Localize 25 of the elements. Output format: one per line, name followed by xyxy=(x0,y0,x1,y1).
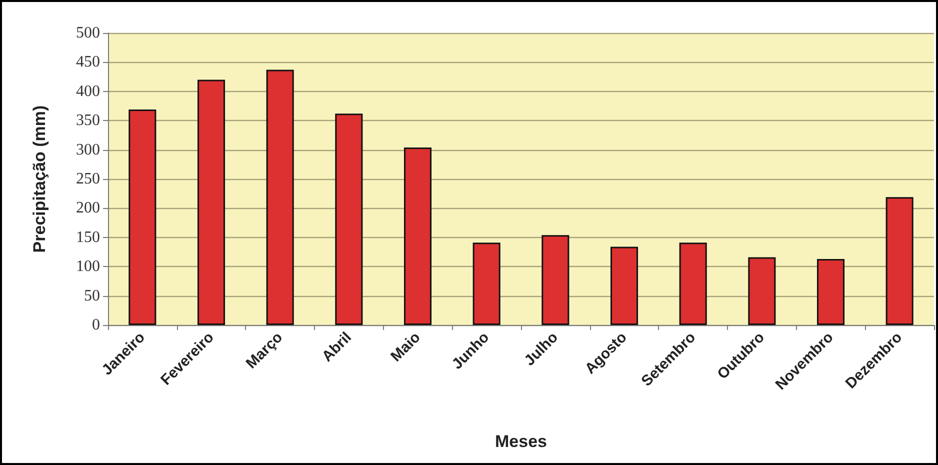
y-tick-label: 350 xyxy=(76,112,100,130)
bar xyxy=(886,197,914,325)
y-tick-label: 200 xyxy=(76,200,100,217)
bar xyxy=(128,110,156,325)
y-tick-label: 400 xyxy=(76,82,100,100)
y-tick-label: 50 xyxy=(84,287,100,304)
y-tick-label: 100 xyxy=(76,258,100,276)
bar xyxy=(335,114,363,325)
y-tick-label: 150 xyxy=(76,228,100,246)
x-axis-title: Meses xyxy=(495,432,547,451)
y-axis-title: Precipitação (mm) xyxy=(30,105,49,253)
bar xyxy=(748,257,776,325)
y-tick-label: 250 xyxy=(76,170,100,188)
bar xyxy=(404,147,432,325)
bar xyxy=(197,80,226,325)
bar xyxy=(679,242,707,325)
y-tick-label: 300 xyxy=(76,141,100,158)
y-tick-label: 0 xyxy=(92,316,100,334)
bar xyxy=(266,70,294,325)
bar xyxy=(472,242,500,325)
y-tick-label: 500 xyxy=(76,24,100,42)
bar xyxy=(610,246,638,325)
y-tick-label: 450 xyxy=(76,54,100,71)
bar xyxy=(816,259,845,325)
bar xyxy=(542,235,570,325)
